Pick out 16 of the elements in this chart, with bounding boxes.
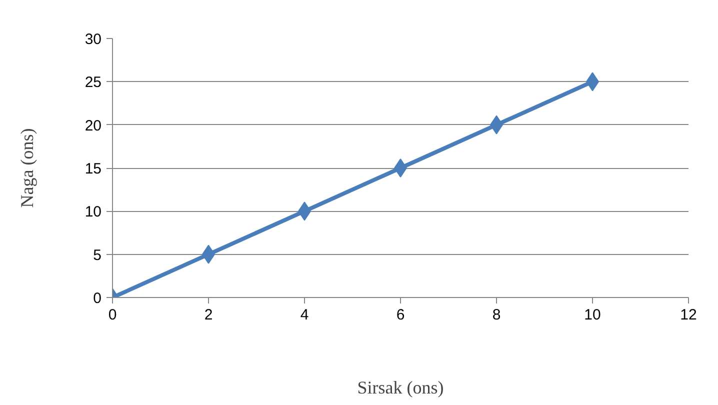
y-tick-label: 15 xyxy=(84,160,102,178)
y-tick-label: 20 xyxy=(84,117,102,134)
y-tick-label: 0 xyxy=(93,290,102,307)
x-tick-label: 0 xyxy=(108,306,117,324)
x-tick-label: 12 xyxy=(680,306,697,324)
x-tick-label: 6 xyxy=(396,306,405,324)
x-tick-label: 2 xyxy=(204,306,213,324)
x-axis-title: Sirsak (ons) xyxy=(357,378,444,398)
y-tick-label: 10 xyxy=(84,204,102,221)
y-tick-label: 5 xyxy=(93,246,102,264)
y-tick-label: 30 xyxy=(84,31,102,48)
y-tick-label: 25 xyxy=(84,74,102,92)
x-tick-label: 4 xyxy=(300,306,309,324)
x-tick-label: 10 xyxy=(584,306,601,324)
y-axis-title: Naga (ons) xyxy=(16,128,37,208)
x-tick-label: 8 xyxy=(492,306,501,324)
